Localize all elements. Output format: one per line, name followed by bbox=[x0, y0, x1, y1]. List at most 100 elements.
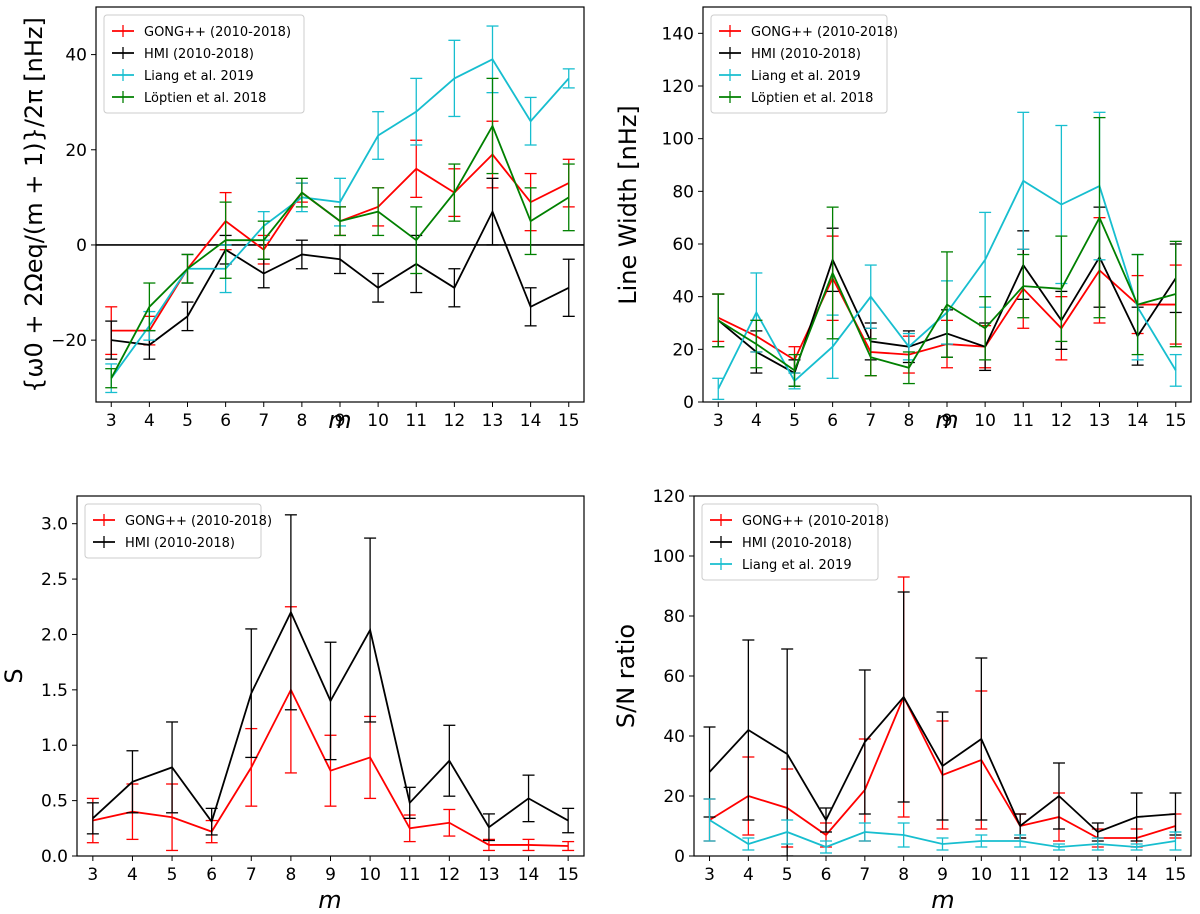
legend-label: GONG++ (2010-2018) bbox=[125, 514, 272, 529]
y-tick-label: 2.0 bbox=[41, 625, 68, 645]
series-2 bbox=[703, 798, 1182, 854]
x-tick-label: 13 bbox=[1089, 411, 1111, 431]
y-tick-label: 0 bbox=[674, 847, 685, 867]
y-tick-label: 40 bbox=[663, 727, 685, 747]
x-tick-label: 14 bbox=[520, 411, 542, 431]
axes-frame bbox=[693, 495, 1192, 857]
x-tick-label: 4 bbox=[127, 865, 138, 885]
y-tick-label: 20 bbox=[672, 340, 694, 360]
x-tick-label: 5 bbox=[182, 411, 193, 431]
plot-area bbox=[712, 111, 1182, 401]
legend bbox=[701, 503, 879, 581]
plot-area bbox=[703, 576, 1182, 856]
y-tick-label: 2.5 bbox=[41, 570, 68, 590]
plot-area bbox=[86, 514, 575, 852]
chart-panel-bottom-left: 3 4 5 6 7 8 9 10 11 12 13 14 15 0.0 0.5 1.0 1.5 2.0 2.5 3.0… bbox=[0, 495, 585, 914]
series-1 bbox=[703, 591, 1182, 856]
x-tick-label: 11 bbox=[399, 865, 421, 885]
axes-frame bbox=[76, 495, 585, 857]
x-tick-label: 7 bbox=[865, 411, 876, 431]
x-tick-label: 6 bbox=[220, 411, 231, 431]
x-tick-label: 3 bbox=[106, 411, 117, 431]
x-axis-label: m bbox=[328, 406, 351, 434]
x-tick-label: 5 bbox=[782, 865, 793, 885]
x-tick-label: 15 bbox=[1165, 865, 1187, 885]
legend bbox=[103, 14, 305, 114]
x-tick-label: 6 bbox=[821, 865, 832, 885]
x-tick-label: 13 bbox=[1087, 865, 1109, 885]
y-axis-label: S bbox=[0, 668, 28, 683]
series-3 bbox=[712, 116, 1182, 387]
plot-area bbox=[105, 25, 575, 394]
x-tick-label: 9 bbox=[335, 411, 346, 431]
x-tick-label: 14 bbox=[518, 865, 540, 885]
series-1 bbox=[86, 514, 575, 842]
y-tick-label: 0.5 bbox=[41, 792, 68, 812]
series-3 bbox=[105, 77, 575, 389]
y-tick-label: 40 bbox=[672, 288, 694, 308]
y-tick-label: 40 bbox=[65, 46, 87, 66]
x-tick-label: 10 bbox=[971, 865, 993, 885]
legend-label: Löptien et al. 2018 bbox=[144, 91, 266, 106]
y-axis-label: S/N ratio bbox=[612, 624, 640, 728]
legend-label: Liang et al. 2019 bbox=[751, 69, 861, 84]
y-tick-label: 1.5 bbox=[41, 681, 68, 701]
legend bbox=[710, 14, 888, 114]
series-line bbox=[92, 687, 569, 847]
x-tick-label: 10 bbox=[367, 411, 389, 431]
y-tick-label: 0.0 bbox=[41, 847, 68, 867]
x-tick-label: 11 bbox=[1009, 865, 1031, 885]
chart-panel-top-left: 3 4 5 6 7 8 9 10 11 12 13 14 15 −20 0 20 40 m {ω0 + 2Ωeq/(… bbox=[20, 6, 585, 434]
x-tick-label: 7 bbox=[246, 865, 257, 885]
series-line bbox=[111, 209, 570, 346]
x-tick-label: 3 bbox=[713, 411, 724, 431]
x-tick-label: 11 bbox=[405, 411, 427, 431]
legend-label: Löptien et al. 2018 bbox=[751, 91, 873, 106]
y-tick-label: 120 bbox=[662, 77, 694, 97]
legend-label: GONG++ (2010-2018) bbox=[742, 514, 889, 529]
x-tick-label: 6 bbox=[206, 865, 217, 885]
x-tick-label: 3 bbox=[704, 865, 715, 885]
series-line bbox=[709, 819, 1176, 848]
x-tick-label: 15 bbox=[1165, 411, 1187, 431]
legend-label: HMI (2010-2018) bbox=[144, 47, 254, 62]
x-tick-label: 14 bbox=[1127, 411, 1149, 431]
x-tick-label: 4 bbox=[144, 411, 155, 431]
y-tick-label: 0 bbox=[683, 393, 694, 413]
axes-frame bbox=[702, 6, 1192, 403]
series-line bbox=[717, 215, 1176, 372]
y-tick-label: 20 bbox=[663, 787, 685, 807]
x-tick-label: 14 bbox=[1126, 865, 1148, 885]
y-tick-label: 0 bbox=[76, 236, 87, 256]
x-tick-label: 12 bbox=[444, 411, 466, 431]
x-tick-label: 9 bbox=[942, 411, 953, 431]
x-tick-label: 5 bbox=[789, 411, 800, 431]
legend-label: GONG++ (2010-2018) bbox=[751, 25, 898, 40]
x-tick-label: 11 bbox=[1012, 411, 1034, 431]
y-tick-label: 80 bbox=[672, 182, 694, 202]
x-tick-label: 12 bbox=[1048, 865, 1070, 885]
y-tick-label: 100 bbox=[662, 130, 694, 150]
x-tick-label: 9 bbox=[937, 865, 948, 885]
x-tick-label: 10 bbox=[359, 865, 381, 885]
x-tick-label: 10 bbox=[974, 411, 996, 431]
x-tick-label: 3 bbox=[87, 865, 98, 885]
y-tick-label: 120 bbox=[653, 487, 685, 507]
y-tick-label: 140 bbox=[662, 24, 694, 44]
x-tick-label: 7 bbox=[258, 411, 269, 431]
y-tick-label: 3.0 bbox=[41, 515, 68, 535]
y-tick-label: 20 bbox=[65, 141, 87, 161]
y-tick-label: 60 bbox=[672, 235, 694, 255]
y-tick-label: 60 bbox=[663, 667, 685, 687]
x-tick-label: 4 bbox=[751, 411, 762, 431]
series-1 bbox=[105, 177, 575, 360]
y-tick-label: 80 bbox=[663, 607, 685, 627]
series-line bbox=[708, 695, 1176, 834]
y-tick-label: 1.0 bbox=[41, 736, 68, 756]
y-tick-label: −20 bbox=[51, 331, 87, 351]
chart-panel-bottom-right: 3 4 5 6 7 8 9 10 11 12 13 14 15 0 20 40 60 80 100 120 m S/N r… bbox=[612, 487, 1192, 914]
x-tick-label: 15 bbox=[557, 865, 579, 885]
x-tick-label: 8 bbox=[296, 411, 307, 431]
y-tick-label: 100 bbox=[653, 547, 685, 567]
